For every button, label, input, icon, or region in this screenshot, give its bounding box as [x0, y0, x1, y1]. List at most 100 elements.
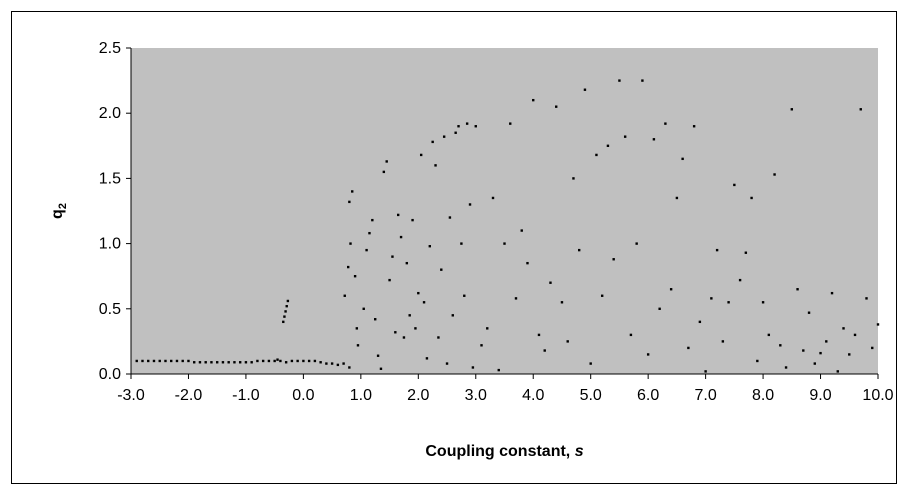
y-tick-label: 0.0	[99, 366, 121, 383]
data-point	[692, 125, 696, 128]
data-point	[606, 144, 610, 147]
data-point	[460, 242, 463, 245]
data-point	[365, 248, 368, 252]
data-point	[286, 299, 290, 303]
x-tick-label: 10.0	[862, 387, 893, 404]
data-point	[520, 229, 523, 232]
data-point	[578, 248, 581, 252]
data-point	[356, 344, 360, 347]
data-point	[465, 122, 469, 125]
x-tick-label: -2.0	[175, 387, 203, 404]
data-point	[836, 370, 839, 373]
data-point	[408, 314, 411, 317]
data-point	[463, 294, 466, 297]
data-point	[244, 361, 248, 364]
data-point	[497, 368, 500, 372]
data-point	[514, 297, 518, 300]
data-point	[681, 157, 684, 161]
data-point	[842, 327, 845, 330]
data-point	[876, 323, 880, 326]
data-point	[710, 297, 713, 300]
data-point	[284, 361, 288, 364]
data-point	[629, 333, 633, 337]
data-point	[445, 362, 449, 365]
y-axis-title: q2	[49, 203, 69, 219]
data-point	[422, 301, 426, 304]
x-axis-title: Coupling constant, s	[425, 443, 583, 460]
data-point	[282, 320, 285, 324]
data-point	[343, 294, 346, 297]
data-point	[865, 297, 868, 300]
data-point	[170, 359, 173, 363]
data-point	[698, 320, 702, 324]
x-tick-label: 9.0	[809, 387, 831, 404]
data-point	[503, 242, 506, 245]
x-axis-title-variable: s	[575, 443, 584, 460]
data-point	[612, 258, 615, 261]
data-point	[744, 251, 748, 254]
data-point	[221, 361, 225, 364]
data-point	[394, 331, 397, 334]
data-point	[368, 231, 371, 235]
data-point	[187, 359, 190, 363]
data-point	[784, 366, 788, 369]
data-point	[451, 314, 454, 317]
data-point	[313, 359, 317, 363]
x-tick-label: 4.0	[522, 387, 544, 404]
data-point	[437, 336, 440, 339]
y-tick-label: 1.5	[99, 170, 121, 187]
data-point	[813, 362, 816, 365]
y-axis-title-subscript: 2	[57, 203, 69, 209]
data-point	[347, 265, 350, 269]
data-point	[307, 359, 311, 363]
data-point	[658, 307, 661, 310]
y-axis: 0.0 0.5 1.0 1.5 2.0 2.5	[99, 40, 132, 383]
data-point	[600, 294, 604, 297]
data-point	[434, 164, 437, 167]
data-point	[664, 122, 667, 125]
y-tick-label: 1.0	[99, 236, 121, 253]
data-point	[336, 363, 340, 367]
x-tick-label: -3.0	[117, 387, 145, 404]
data-point	[583, 88, 587, 91]
data-point	[273, 359, 276, 363]
data-point	[399, 235, 403, 239]
x-tick-label: 0.0	[292, 387, 314, 404]
data-point	[411, 218, 414, 222]
data-point	[379, 367, 383, 370]
data-point	[457, 125, 460, 128]
x-tick-label: 3.0	[465, 387, 487, 404]
data-point	[283, 315, 286, 318]
data-point	[402, 336, 406, 339]
data-point	[388, 278, 391, 282]
data-point	[819, 351, 822, 355]
data-point	[779, 344, 782, 347]
data-point	[362, 307, 365, 310]
data-point	[319, 361, 322, 364]
y-tick-label: 2.0	[99, 105, 121, 122]
data-point	[572, 177, 575, 180]
data-point	[802, 349, 805, 352]
chart-frame: 0.0 0.5 1.0 1.5 2.0 2.5 -3.0 -2.0 -1.0 0.0 1.0 2.0…	[11, 11, 897, 484]
data-point	[738, 278, 742, 282]
x-tick-label: 6.0	[637, 387, 659, 404]
data-point	[715, 248, 719, 252]
data-point	[279, 359, 282, 363]
data-point	[376, 354, 380, 357]
data-point	[595, 153, 598, 157]
data-point	[704, 370, 707, 373]
data-point	[537, 333, 541, 337]
data-point	[486, 327, 489, 330]
data-point	[267, 359, 271, 363]
data-point	[509, 122, 512, 125]
x-tick-label: 8.0	[752, 387, 774, 404]
x-tick-label: -1.0	[232, 387, 260, 404]
data-point	[342, 362, 345, 365]
plot-area	[131, 48, 878, 374]
data-point	[859, 108, 862, 111]
data-point	[796, 288, 799, 291]
data-point	[353, 275, 357, 278]
data-point	[351, 190, 354, 193]
data-point	[348, 200, 351, 204]
data-point	[549, 281, 552, 284]
